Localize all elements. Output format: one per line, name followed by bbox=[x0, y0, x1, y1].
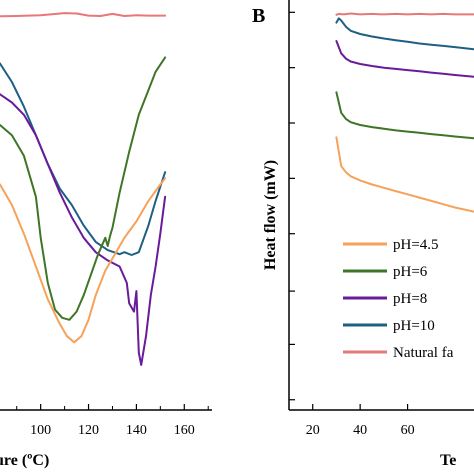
legend-label: Natural fa bbox=[393, 345, 454, 361]
panel-b-legend: pH=4.5 pH=6 pH=8 pH=10 Natural fa bbox=[343, 237, 454, 361]
panel-a-series-natural-fat bbox=[0, 12, 167, 18]
panel-a-series-group bbox=[0, 12, 167, 366]
panel-b-series-group bbox=[335, 12, 474, 213]
legend-label: pH=8 bbox=[393, 291, 427, 307]
panel-b-y-axis-title: Heat flow (mW) bbox=[262, 160, 279, 270]
legend-label: pH=6 bbox=[393, 264, 428, 280]
panel-a: 100 120 140 160 ure (ºC) bbox=[0, 12, 212, 469]
panel-b-x-tick-label: 60 bbox=[401, 423, 415, 438]
panel-a-x-tick-label: 100 bbox=[30, 423, 51, 438]
panel-a-series-ph-8 bbox=[0, 93, 167, 366]
panel-b: B Heat flow (mW) 20 40 60 pH=4.5pH=6pH=8pH… bbox=[252, 0, 474, 469]
legend-label: pH=4.5 bbox=[393, 237, 439, 253]
legend-label: pH=10 bbox=[393, 318, 435, 334]
panel-a-series-ph-4-5 bbox=[0, 177, 167, 344]
panel-a-series-ph-10 bbox=[0, 62, 167, 256]
panel-b-x-axis-title: Te bbox=[440, 452, 456, 469]
panel-b-series-ph-4-5 bbox=[335, 136, 474, 213]
panel-b-series-ph-10 bbox=[335, 17, 474, 51]
panel-a-series-ph-6 bbox=[0, 56, 167, 321]
panel-b-x-tick-label: 40 bbox=[353, 423, 367, 438]
panel-b-letter: B bbox=[252, 5, 265, 27]
panel-a-x-axis-title: ure (ºC) bbox=[0, 452, 49, 469]
panel-b-series-ph-6 bbox=[335, 91, 474, 140]
panel-a-x-tick-label: 140 bbox=[126, 423, 147, 438]
panel-b-plot-area bbox=[335, 12, 474, 213]
panel-b-axes: 20 40 60 bbox=[288, 0, 474, 438]
panel-b-series-natural-fat bbox=[335, 12, 474, 16]
panel-a-x-tick-label: 120 bbox=[78, 423, 99, 438]
panel-a-plot-area bbox=[0, 12, 167, 366]
panel-b-series-ph-8 bbox=[335, 40, 474, 78]
panel-a-x-tick-label: 160 bbox=[174, 423, 195, 438]
panel-b-x-tick-label: 20 bbox=[306, 423, 320, 438]
panel-a-axes: 100 120 140 160 bbox=[0, 404, 212, 438]
